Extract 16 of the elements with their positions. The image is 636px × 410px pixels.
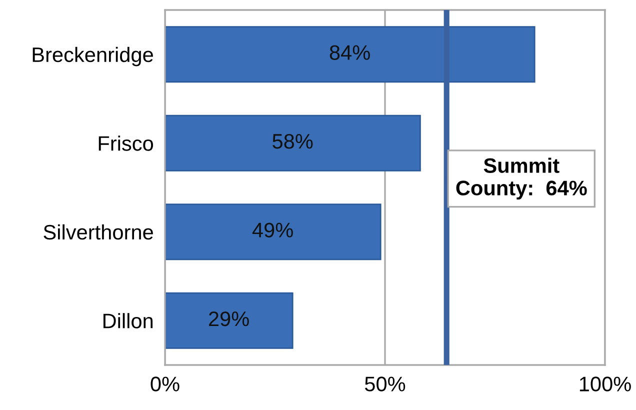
x-tick-label: 100% (580, 376, 631, 392)
y-tick-label: Frisco (98, 136, 154, 151)
bar (165, 292, 294, 349)
x-tick-label: 50% (364, 376, 406, 392)
y-tick-label: Dillon (103, 313, 153, 328)
data-label: 58% (272, 134, 313, 149)
y-tick-label: Breckenridge (32, 46, 153, 66)
data-label: 29% (209, 311, 249, 326)
y-tick-label: Silverthorne (44, 224, 153, 240)
ref-line-label: Summit County: 64% (456, 158, 587, 200)
data-label: 84% (330, 45, 370, 60)
x-tick-label: 0% (150, 376, 180, 392)
bar (165, 26, 536, 83)
data-label: 49% (252, 222, 293, 238)
bar (165, 114, 421, 172)
bar (165, 204, 382, 260)
